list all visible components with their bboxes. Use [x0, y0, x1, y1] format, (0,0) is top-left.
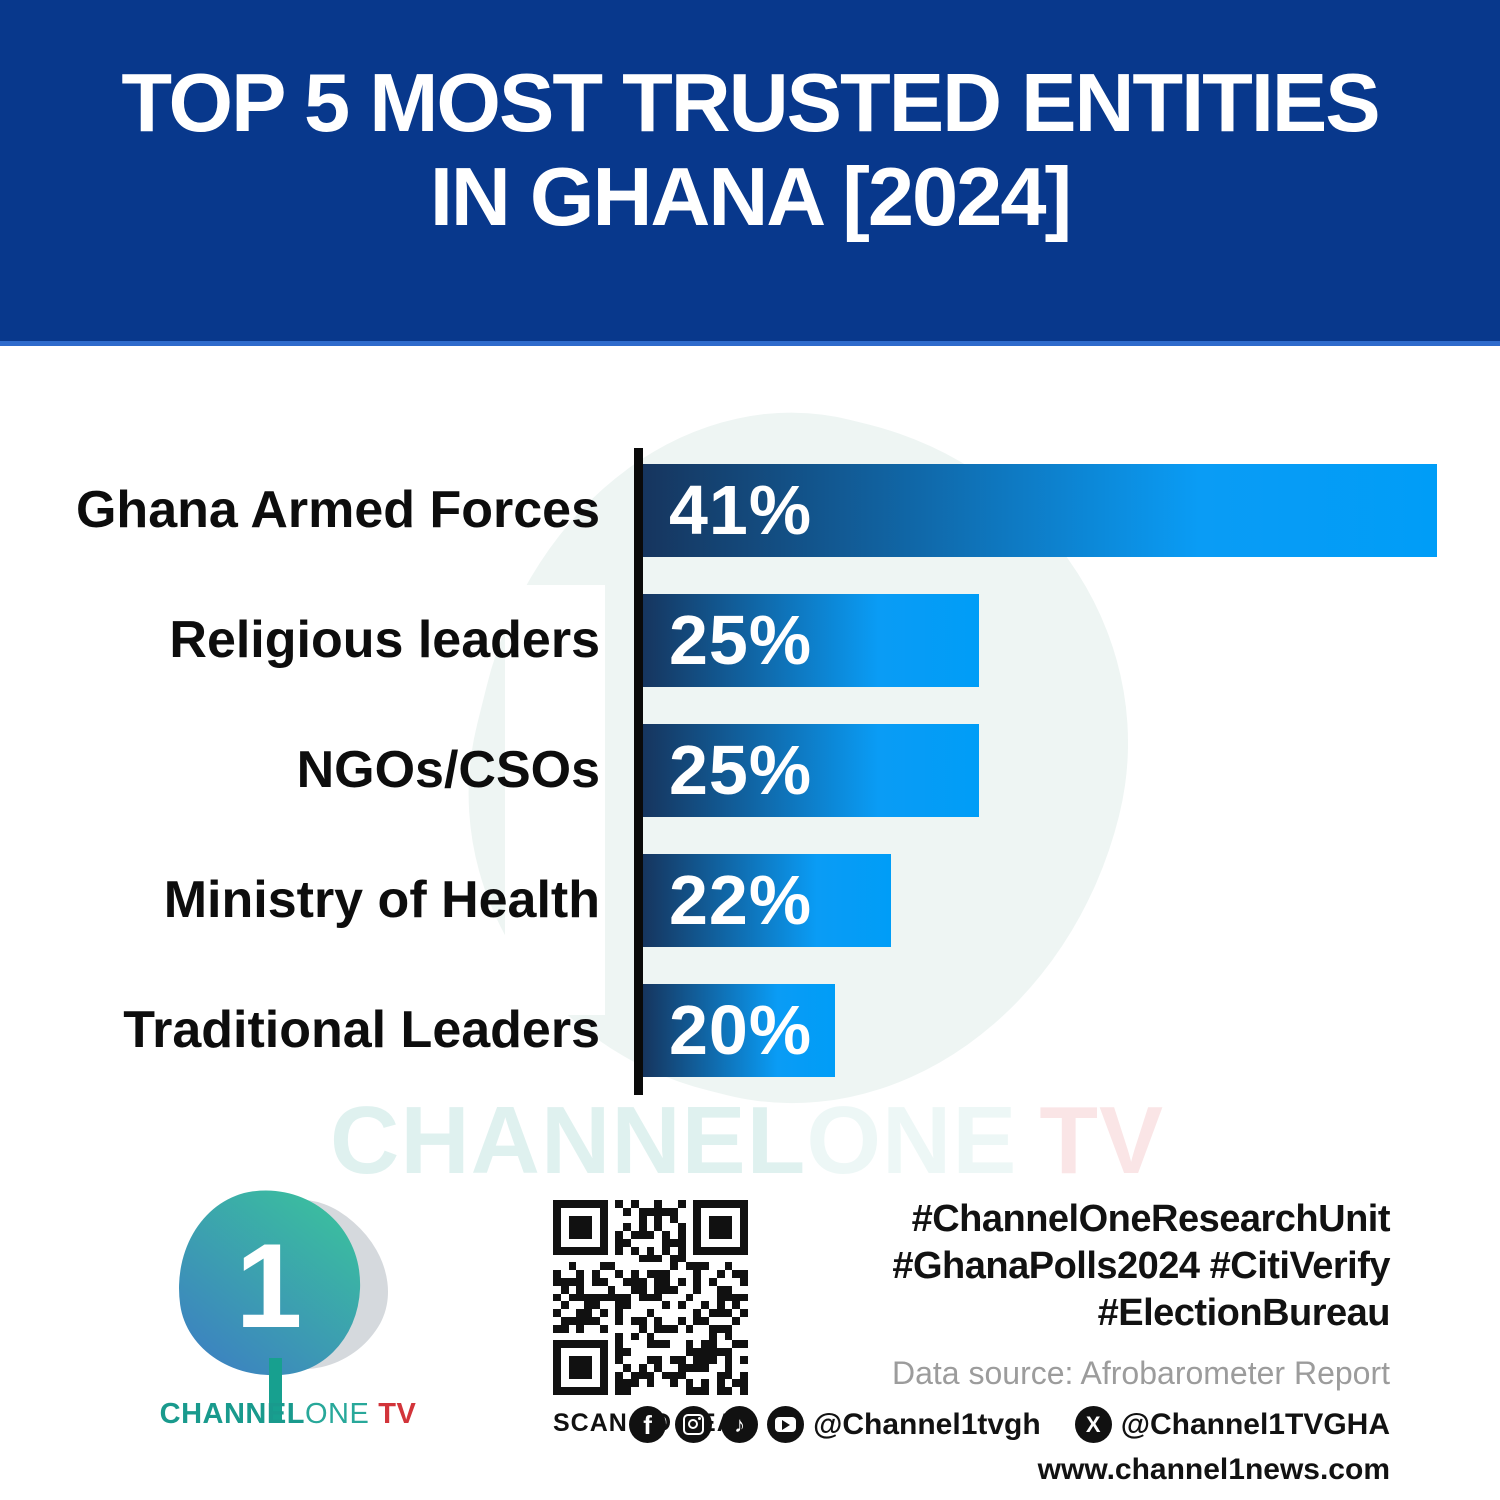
social-handle-1: @Channel1tvgh: [813, 1407, 1041, 1441]
background-watermark-one: [505, 585, 605, 1015]
bar: 25%: [643, 724, 979, 817]
youtube-glyph: [775, 1417, 797, 1432]
watermark-channelone-tv: CHANNELONE TV: [330, 1086, 1164, 1196]
bar-row: Religious leaders 25%: [0, 594, 1500, 687]
chart-axis-line: [634, 448, 643, 1095]
data-source: Data source: Afrobarometer Report: [891, 1355, 1390, 1391]
category-label: Traditional Leaders: [123, 1001, 600, 1059]
facebook-glyph: f: [643, 1409, 652, 1440]
youtube-icon: [767, 1406, 805, 1443]
page-title-line1: TOP 5 MOST TRUSTED ENTITIES: [121, 56, 1380, 149]
bar-row: Traditional Leaders 20%: [0, 984, 1500, 1077]
bar: 22%: [643, 854, 891, 947]
bar-row: NGOs/CSOs 25%: [0, 724, 1500, 817]
watermark-tv: TV: [1039, 1087, 1165, 1194]
watermark-channel: CHANNEL: [330, 1087, 807, 1194]
bar-row: Ministry of Health 22%: [0, 854, 1500, 947]
wordmark-channel: CHANNEL: [159, 1398, 305, 1430]
bar: 20%: [643, 984, 835, 1077]
logo-wordmark: CHANNELONE TV: [138, 1398, 438, 1431]
tiktok-icon: ♪: [721, 1406, 759, 1443]
category-label: NGOs/CSOs: [296, 741, 600, 799]
facebook-icon: f: [629, 1406, 667, 1443]
bar: 25%: [643, 594, 979, 687]
bar-row: Ghana Armed Forces 41%: [0, 464, 1500, 557]
page-title-line2: IN GHANA [2024]: [429, 150, 1072, 243]
x-glyph: X: [1085, 1411, 1101, 1437]
hashtag-line: #ElectionBureau: [1097, 1292, 1391, 1334]
bar-value-label: 41%: [669, 471, 813, 549]
header-banner: TOP 5 MOST TRUSTED ENTITIES IN GHANA [20…: [0, 0, 1500, 346]
website-url: www.channel1news.com: [1037, 1453, 1390, 1486]
footer-info: #ChannelOneResearchUnit #GhanaPolls2024 #…: [629, 1196, 1391, 1487]
category-label: Religious leaders: [169, 611, 600, 669]
wordmark-tv: TV: [378, 1398, 417, 1430]
hashtags: #ChannelOneResearchUnit #GhanaPolls2024 #…: [750, 1196, 1390, 1337]
qr-block: SCAN TO READ: [553, 1200, 754, 1438]
bar-value-label: 25%: [669, 731, 813, 809]
social-handle-2: @Channel1TVGHA: [1120, 1407, 1390, 1441]
social-row: f ♪ @Channel1tvgh X @Channel1TVGHA: [629, 1406, 1390, 1443]
logo-numeral: 1: [235, 1219, 303, 1353]
hashtag-line: #ChannelOneResearchUnit: [911, 1198, 1391, 1240]
bar: 41%: [643, 464, 1437, 557]
wordmark-one: ONE: [304, 1398, 370, 1430]
page-title: TOP 5 MOST TRUSTED ENTITIES IN GHANA [20…: [0, 0, 1500, 244]
bar-value-label: 22%: [669, 861, 813, 939]
bar-value-label: 20%: [669, 991, 813, 1069]
qr-code: [553, 1200, 748, 1395]
tiktok-glyph: ♪: [734, 1411, 746, 1437]
channel-one-logo: 1 CHANNELONE TV: [150, 1168, 430, 1450]
instagram-icon: [675, 1406, 713, 1443]
category-label: Ghana Armed Forces: [75, 481, 600, 539]
logo-numeral-stem: [269, 1358, 282, 1420]
bar-rows: Ghana Armed Forces 41% Religious leaders…: [0, 464, 1500, 1077]
bar-chart: Ghana Armed Forces 41% Religious leaders…: [0, 448, 1500, 1114]
instagram-glyph: [683, 1414, 705, 1435]
watermark-one: ONE: [806, 1087, 1018, 1194]
hashtag-line: #GhanaPolls2024 #CitiVerify: [892, 1245, 1390, 1287]
bar-value-label: 25%: [669, 601, 813, 679]
category-label: Ministry of Health: [163, 871, 600, 929]
x-icon: X: [1074, 1406, 1112, 1443]
